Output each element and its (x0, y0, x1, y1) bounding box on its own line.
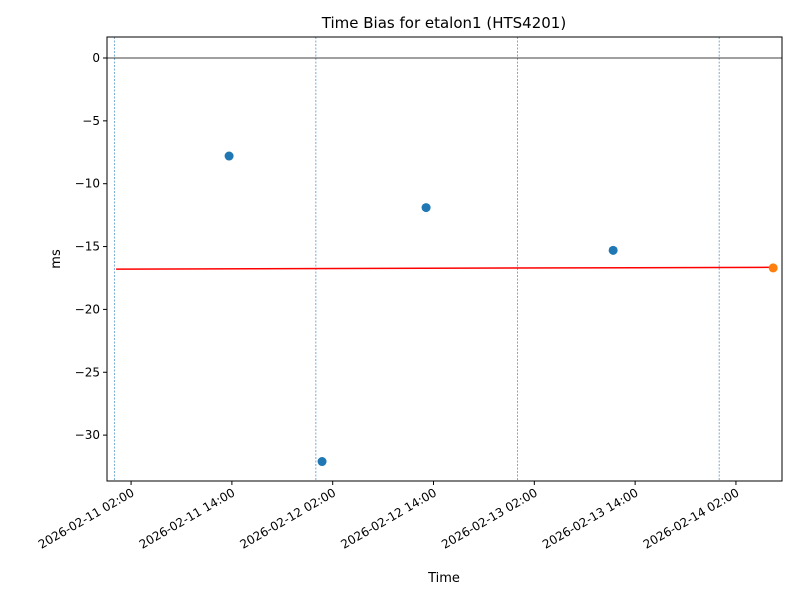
trend-line (116, 266, 774, 270)
x-axis-label: Time (427, 571, 460, 586)
y-tick-label: −20 (75, 302, 100, 316)
y-tick-label: −10 (75, 177, 100, 191)
point (421, 203, 431, 213)
point (224, 151, 234, 161)
y-axis-label: ms (49, 249, 64, 269)
x-tick-label: 2026-02-13 14:00 (540, 485, 641, 551)
y-tick-label: −30 (75, 428, 100, 442)
x-tick-label: 2026-02-13 02:00 (439, 485, 540, 551)
x-tick-label: 2026-02-12 02:00 (238, 485, 339, 551)
plot-frame (106, 36, 783, 482)
x-tick-label: 2026-02-11 14:00 (137, 485, 238, 551)
point (317, 457, 327, 467)
y-tick-label: 0 (92, 51, 100, 65)
x-tick-label: 2026-02-12 14:00 (338, 485, 439, 551)
x-tick-label: 2026-02-11 02:00 (36, 485, 137, 551)
y-tick-label: −25 (75, 365, 100, 379)
point (768, 263, 778, 273)
chart-title: Time Bias for etalon1 (HTS4201) (321, 14, 566, 32)
x-tick-label: 2026-02-14 02:00 (641, 485, 742, 551)
point (608, 245, 618, 255)
y-tick-label: −5 (82, 114, 100, 128)
y-tick-label: −15 (75, 240, 100, 254)
